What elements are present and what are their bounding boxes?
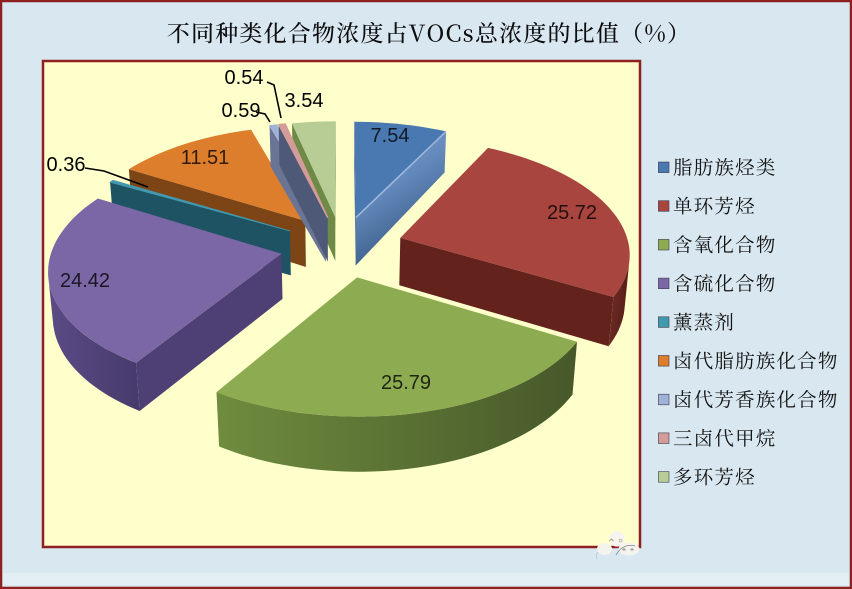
svg-text:25.79: 25.79 (381, 372, 431, 394)
svg-text:0.54: 0.54 (225, 67, 264, 89)
svg-text:0.59: 0.59 (222, 100, 261, 122)
svg-text:25.72: 25.72 (547, 202, 597, 224)
svg-text:24.42: 24.42 (60, 270, 110, 292)
svg-text:3.54: 3.54 (285, 90, 324, 112)
svg-text:11.51: 11.51 (181, 147, 230, 169)
svg-text:7.54: 7.54 (371, 125, 410, 147)
svg-text:0.36: 0.36 (47, 154, 86, 176)
